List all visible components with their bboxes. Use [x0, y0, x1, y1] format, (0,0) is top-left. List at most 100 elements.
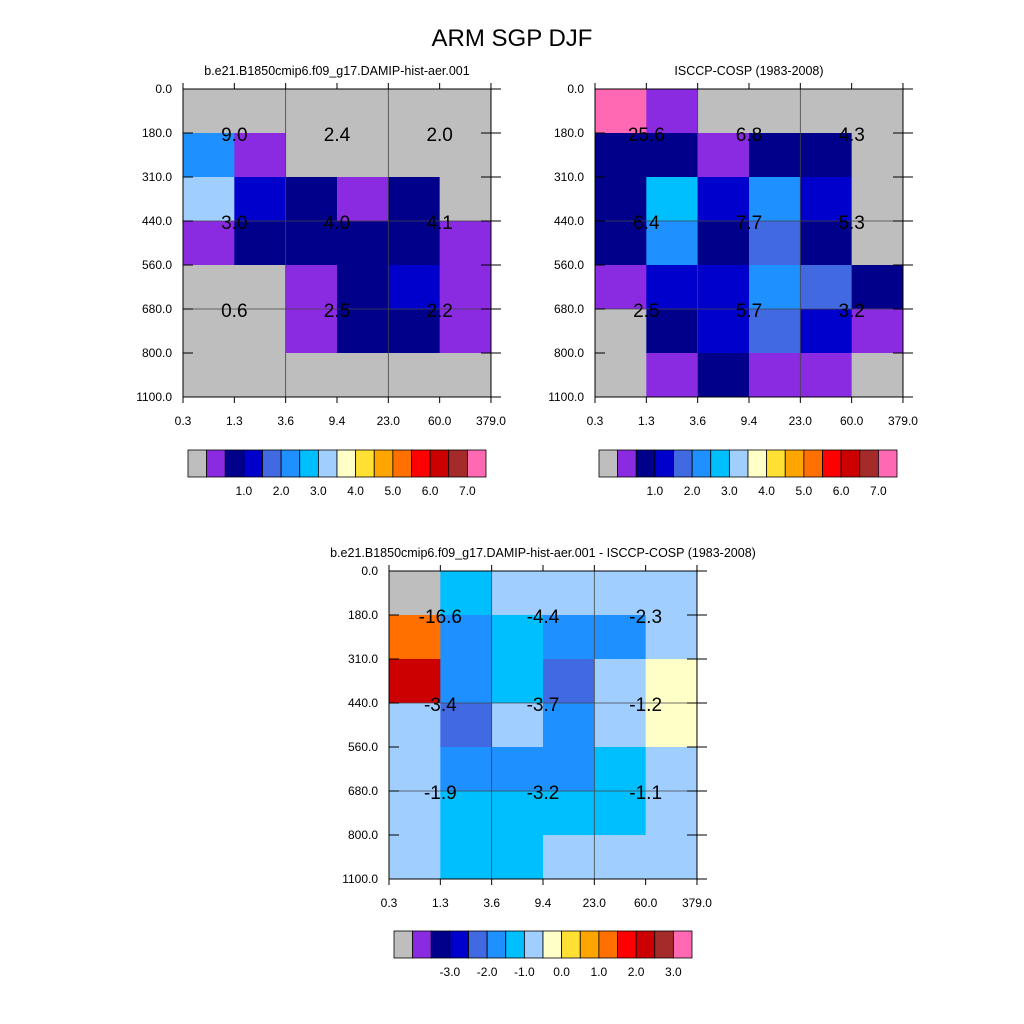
heatmap-cell	[234, 133, 287, 178]
heatmap-cell	[439, 177, 492, 222]
cell-value-label: -3.2	[527, 783, 560, 804]
heatmap-cell	[595, 133, 647, 178]
heatmap-cell	[389, 747, 441, 792]
colorbar-swatch	[728, 449, 749, 478]
y-tick-label: 560.0	[554, 258, 584, 272]
heatmap-cell	[440, 791, 493, 836]
y-tick-label: 560.0	[142, 258, 172, 272]
colorbar-swatch	[336, 449, 357, 478]
colorbar-label: 5.0	[385, 484, 402, 498]
x-tick-label: 3.6	[277, 414, 294, 428]
colorbar-swatch	[691, 449, 712, 478]
heatmap-cell	[594, 835, 647, 880]
x-tick-label: 9.4	[535, 896, 552, 910]
panel-title: b.e21.B1850cmip6.f09_g17.DAMIP-hist-aer.…	[204, 64, 469, 78]
heatmap-cell	[851, 177, 904, 222]
colorbar-swatch	[617, 930, 637, 959]
colorbar-swatch	[468, 930, 488, 959]
heatmap-cell	[800, 221, 853, 266]
colorbar-swatch	[206, 449, 226, 478]
y-tick-label: 1100.0	[136, 390, 172, 404]
heatmap-cell	[285, 265, 338, 310]
heatmap-cell	[542, 747, 595, 792]
heatmap-cell	[645, 615, 698, 660]
y-tick-label: 310.0	[348, 652, 378, 666]
cell-value-label: -1.1	[629, 783, 662, 804]
cell-value-label: 2.4	[324, 125, 351, 146]
colorbar-swatch	[299, 449, 319, 478]
heatmap-cell	[594, 747, 647, 792]
x-tick-label: 60.0	[634, 896, 658, 910]
colorbar-swatch	[466, 449, 487, 478]
heatmap-cell	[646, 177, 699, 222]
heatmap-cell	[646, 309, 699, 354]
y-tick-label: 1100.0	[548, 390, 584, 404]
x-tick-label: 60.0	[840, 414, 864, 428]
heatmap-cell	[183, 133, 235, 178]
heatmap-cell	[697, 309, 750, 354]
heatmap-cell	[440, 703, 493, 748]
y-tick-label: 180.0	[142, 126, 172, 140]
x-tick-label: 1.3	[226, 414, 243, 428]
colorbar: 1.0 2.0 3.0 4.0 5.0 6.0 7.0	[598, 449, 898, 498]
heatmap-cell	[388, 353, 441, 398]
colorbar-label: 6.0	[833, 484, 850, 498]
heatmap-cell	[594, 571, 647, 616]
colorbar-swatch	[635, 449, 656, 478]
cell-value-label: 3.2	[838, 301, 864, 322]
heatmap-cell	[336, 221, 389, 266]
heatmap-cell	[800, 177, 853, 222]
heatmap-cell	[491, 615, 544, 660]
heatmap-cell	[388, 89, 441, 134]
heatmap-cell	[388, 177, 441, 222]
colorbar-swatch	[672, 930, 693, 959]
colorbar-swatch	[635, 930, 656, 959]
heatmap-cell	[440, 571, 493, 616]
heatmap-cell	[389, 835, 441, 880]
colorbar-swatch	[243, 449, 263, 478]
y-tick-label: 1100.0	[342, 872, 378, 886]
colorbar-swatch	[617, 449, 637, 478]
cell-value-label: 2.0	[426, 125, 452, 146]
heatmap-cell	[336, 353, 389, 398]
heatmap-cell	[234, 177, 287, 222]
heatmap-cell	[542, 703, 595, 748]
x-tick-label: 379.0	[682, 896, 712, 910]
x-tick-label: 60.0	[428, 414, 452, 428]
colorbar-swatch	[747, 449, 768, 478]
cell-value-label: -1.9	[424, 783, 457, 804]
heatmap-cell	[183, 353, 235, 398]
panel-title: b.e21.B1850cmip6.f09_g17.DAMIP-hist-aer.…	[330, 546, 756, 560]
heatmap-cell	[595, 221, 647, 266]
colorbar-swatch	[429, 449, 450, 478]
heatmap-cell	[594, 659, 647, 704]
heatmap-cell	[851, 309, 904, 354]
colorbar-swatch	[859, 449, 879, 478]
cell-value-label: 4.3	[838, 125, 864, 146]
heatmap-cell	[336, 309, 389, 354]
colorbar-label: 7.0	[459, 484, 476, 498]
x-tick-label: 0.3	[175, 414, 192, 428]
heatmap-cell	[697, 177, 750, 222]
colorbar-swatch	[766, 449, 786, 478]
heatmap-cell	[285, 177, 338, 222]
heatmap-cell	[697, 265, 750, 310]
colorbar-swatch	[840, 449, 861, 478]
heatmap-cell	[439, 133, 492, 178]
heatmap-cell	[697, 133, 750, 178]
cell-value-label: 4.1	[426, 213, 452, 234]
heatmap-cell	[595, 177, 647, 222]
heatmap-cell	[748, 265, 801, 310]
heatmap-cell	[285, 221, 338, 266]
colorbar-swatch	[187, 449, 208, 478]
figure-title: ARM SGP DJF	[432, 25, 593, 52]
cell-value-label: 6.8	[736, 125, 762, 146]
colorbar-swatch	[448, 449, 468, 478]
colorbar: 1.0 2.0 3.0 4.0 5.0 6.0 7.0	[187, 449, 487, 498]
x-tick-label: 3.6	[483, 896, 500, 910]
cell-value-label: 6.4	[633, 213, 660, 234]
heatmap-cell	[491, 659, 544, 704]
colorbar-label: 3.0	[665, 965, 682, 979]
colorbar-swatch	[486, 930, 507, 959]
colorbar-swatch	[673, 449, 693, 478]
